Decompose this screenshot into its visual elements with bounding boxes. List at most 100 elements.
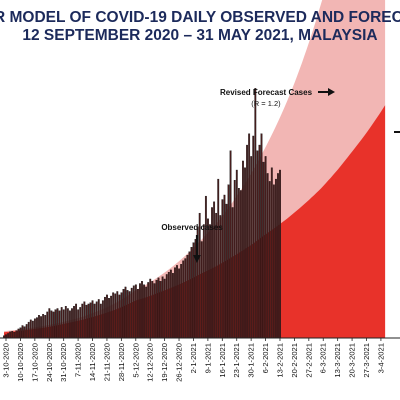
observed-bar bbox=[114, 293, 117, 339]
observed-bar bbox=[279, 169, 281, 339]
observed-bar bbox=[235, 169, 238, 339]
observed-bar bbox=[188, 251, 191, 339]
observed-bar bbox=[7, 333, 10, 339]
observed-bar bbox=[110, 295, 113, 339]
observed-bar bbox=[134, 284, 137, 339]
observed-bar bbox=[48, 308, 51, 339]
observed-bar bbox=[209, 224, 211, 339]
observed-bar bbox=[258, 144, 261, 339]
observed-bar bbox=[275, 178, 277, 339]
revised-forecast-arrowhead bbox=[328, 88, 335, 96]
observed-bar bbox=[221, 199, 224, 339]
observed-bar bbox=[254, 88, 257, 339]
plot-area bbox=[3, 0, 386, 339]
observed-bar bbox=[172, 273, 174, 339]
x-tick-label: 3-10-2020 bbox=[2, 343, 11, 378]
observed-bar bbox=[143, 284, 145, 339]
x-tick-label: 3-4-2021 bbox=[376, 343, 385, 373]
observed-bar bbox=[40, 316, 42, 339]
observed-bar bbox=[36, 317, 38, 339]
observed-bar bbox=[93, 303, 96, 339]
x-tick-label: 26-12-2020 bbox=[175, 343, 184, 382]
observed-bar bbox=[169, 269, 172, 339]
observed-bar bbox=[153, 283, 156, 339]
x-tick-label: 16-1-2021 bbox=[218, 343, 227, 378]
observed-bar bbox=[52, 311, 55, 339]
observed-bar bbox=[219, 215, 222, 339]
x-tick-label: 14-11-2020 bbox=[88, 343, 97, 381]
chart-subtitle: 12 SEPTEMBER 2020 – 31 MAY 2021, MALAYSI… bbox=[22, 27, 377, 44]
observed-bar bbox=[268, 181, 271, 339]
observed-bar bbox=[260, 133, 263, 339]
observed-bar bbox=[227, 184, 230, 339]
observed-bar bbox=[159, 281, 162, 339]
observed-bar bbox=[23, 326, 26, 339]
observed-bar bbox=[252, 135, 255, 339]
x-tick-label: 23-1-2021 bbox=[232, 343, 241, 378]
observed-bar bbox=[83, 301, 86, 339]
observed-bar bbox=[27, 321, 30, 339]
observed-bar bbox=[106, 294, 108, 339]
observed-bar bbox=[167, 271, 170, 339]
observed-bar bbox=[124, 286, 127, 339]
observed-bar bbox=[79, 307, 82, 339]
observed-bar bbox=[145, 286, 148, 339]
observed-bar bbox=[202, 224, 205, 339]
observed-cases-arrowhead bbox=[193, 255, 201, 263]
observed-bar bbox=[180, 264, 183, 339]
observed-bar bbox=[50, 310, 53, 339]
observed-bar bbox=[120, 292, 123, 339]
observed-bar bbox=[69, 310, 71, 339]
x-tick-label: 24-10-2020 bbox=[45, 343, 54, 382]
observed-bar bbox=[89, 302, 92, 339]
observed-bar bbox=[13, 332, 16, 339]
observed-bar bbox=[44, 315, 47, 339]
observed-bar bbox=[21, 325, 24, 339]
observed-bar bbox=[264, 156, 267, 339]
observed-bar bbox=[147, 282, 150, 339]
observed-bar bbox=[33, 318, 36, 339]
observed-bar bbox=[108, 298, 110, 339]
observed-bar bbox=[128, 291, 131, 339]
observed-bar bbox=[149, 278, 152, 339]
observed-bar bbox=[266, 173, 269, 339]
x-tick-label: 13-3-2021 bbox=[333, 343, 342, 378]
observed-bar bbox=[122, 289, 125, 339]
observed-bar bbox=[11, 331, 14, 339]
observed-bar bbox=[165, 274, 168, 339]
observed-bar bbox=[60, 307, 63, 339]
observed-bar bbox=[136, 289, 139, 339]
x-tick-label: 7-11-2020 bbox=[74, 343, 83, 377]
observed-bar bbox=[101, 300, 104, 339]
observed-bar bbox=[66, 308, 69, 339]
observed-bar bbox=[272, 184, 275, 339]
observed-bar bbox=[104, 296, 106, 339]
observed-bar bbox=[223, 194, 226, 339]
observed-bar bbox=[244, 167, 246, 339]
x-tick-label: 6-3-2021 bbox=[319, 343, 328, 373]
observed-bar bbox=[231, 207, 234, 339]
observed-bar bbox=[225, 203, 228, 339]
x-tick-label: 27-2-2021 bbox=[304, 343, 313, 378]
x-tick-label: 12-12-2020 bbox=[146, 343, 155, 382]
observed-bar bbox=[250, 156, 253, 339]
observed-bar bbox=[62, 309, 65, 339]
observed-bar bbox=[270, 167, 273, 339]
observed-bar bbox=[58, 310, 61, 339]
observed-bar bbox=[56, 308, 59, 339]
observed-bar bbox=[184, 258, 187, 339]
observed-bar bbox=[64, 306, 67, 339]
x-tick-label: 28-11-2020 bbox=[117, 343, 126, 381]
x-tick-label: 10-10-2020 bbox=[16, 343, 25, 382]
observed-bar bbox=[155, 279, 158, 339]
observed-bar bbox=[277, 173, 279, 339]
observed-bar bbox=[174, 267, 176, 339]
observed-bar bbox=[207, 218, 209, 339]
observed-bar bbox=[38, 315, 40, 339]
observed-bar bbox=[262, 161, 265, 339]
observed-bar bbox=[139, 283, 141, 339]
observed-bar bbox=[217, 178, 220, 339]
observed-bar bbox=[17, 328, 20, 339]
x-tick-label: 30-1-2021 bbox=[247, 343, 256, 378]
